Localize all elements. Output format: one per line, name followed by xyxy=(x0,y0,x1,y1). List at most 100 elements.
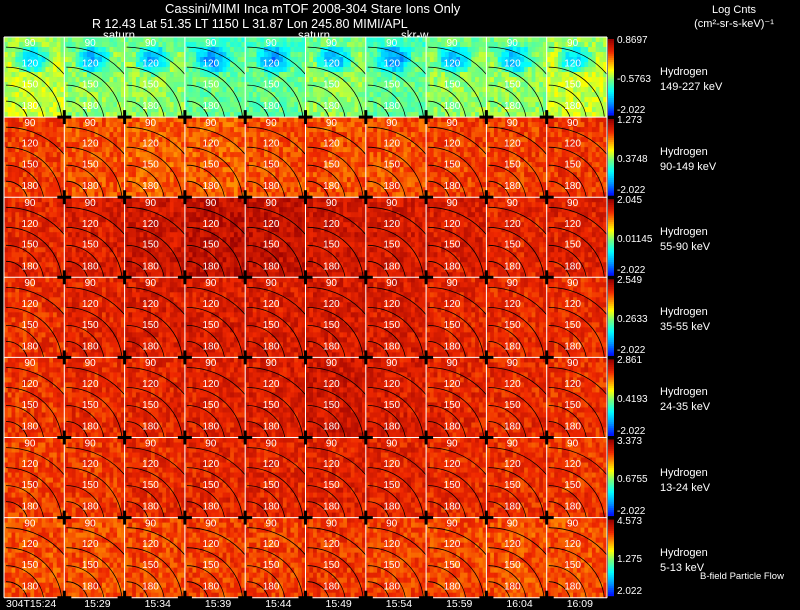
contour-label: 120 xyxy=(323,459,340,470)
contour-label: 150 xyxy=(444,560,461,571)
contour-label: 180 xyxy=(383,502,400,513)
contour-label: 180 xyxy=(383,261,400,272)
contour-label: 150 xyxy=(564,480,581,491)
species-label: Hydrogen xyxy=(660,305,708,319)
contour-label: 180 xyxy=(22,422,39,433)
contour-label: 150 xyxy=(383,160,400,171)
contour-label: 150 xyxy=(82,240,99,251)
contour-label: 120 xyxy=(82,299,99,310)
cross-marker xyxy=(304,190,307,204)
cross-marker xyxy=(183,190,186,204)
contour-label: 120 xyxy=(22,139,39,150)
contour-label: 180 xyxy=(263,341,280,352)
contour-label: 150 xyxy=(444,240,461,251)
contour-label: 150 xyxy=(504,480,521,491)
contour-label: 150 xyxy=(82,80,99,91)
contour-label: 90 xyxy=(205,438,217,449)
contour-label: 120 xyxy=(504,539,521,550)
contour-label: 90 xyxy=(266,518,278,529)
contour-label: 120 xyxy=(323,219,340,230)
contour-label: 150 xyxy=(82,480,99,491)
cross-marker xyxy=(545,511,548,525)
contour-label: 120 xyxy=(383,379,400,390)
contour-label: 120 xyxy=(444,379,461,390)
contour-label: 90 xyxy=(24,38,36,49)
colorbar-max: 1.273 xyxy=(617,115,642,126)
contour-label: 180 xyxy=(323,582,340,593)
contour-label: 120 xyxy=(383,139,400,150)
contour-label: 90 xyxy=(205,358,217,369)
contour-label: 150 xyxy=(22,80,39,91)
contour-label: 120 xyxy=(383,219,400,230)
cross-marker xyxy=(244,270,247,284)
cross-marker xyxy=(63,190,66,204)
contour-label: 120 xyxy=(323,379,340,390)
contour-label: 180 xyxy=(323,341,340,352)
contour-label: 120 xyxy=(22,539,39,550)
cross-marker xyxy=(545,350,548,364)
cross-marker xyxy=(123,431,126,445)
cross-marker xyxy=(364,270,367,284)
cross-marker xyxy=(63,511,66,525)
cross-marker xyxy=(425,110,428,124)
contour-label: 180 xyxy=(82,261,99,272)
contour-label: 150 xyxy=(82,320,99,331)
time-label: 15:44 xyxy=(265,598,291,610)
contour-label: 90 xyxy=(507,38,519,49)
contour-label: 180 xyxy=(383,582,400,593)
contour-label: 120 xyxy=(504,59,521,70)
contour-label: 150 xyxy=(82,560,99,571)
contour-label: 90 xyxy=(507,358,519,369)
contour-label: 90 xyxy=(386,278,398,289)
colorbar-segment xyxy=(608,514,614,516)
contour-label: 150 xyxy=(564,560,581,571)
contour-label: 180 xyxy=(444,181,461,192)
contour-label: 120 xyxy=(22,459,39,470)
contour-label: 120 xyxy=(444,459,461,470)
contour-label: 180 xyxy=(323,101,340,112)
contour-label: 180 xyxy=(444,341,461,352)
contour-label: 90 xyxy=(507,518,519,529)
cross-marker xyxy=(545,591,548,605)
cross-marker xyxy=(304,431,307,445)
contour-label: 150 xyxy=(444,400,461,411)
cross-marker xyxy=(485,190,488,204)
contour-label: 90 xyxy=(326,198,338,209)
contour-label: 180 xyxy=(564,422,581,433)
contour-label: 180 xyxy=(323,181,340,192)
contour-label: 90 xyxy=(85,518,97,529)
contour-label: 150 xyxy=(22,320,39,331)
contour-label: 90 xyxy=(446,278,458,289)
contour-label: 120 xyxy=(263,59,280,70)
contour-label: 90 xyxy=(567,278,579,289)
contour-label: 150 xyxy=(142,400,159,411)
time-label: 15:29 xyxy=(84,598,110,610)
contour-label: 150 xyxy=(323,560,340,571)
contour-label: 90 xyxy=(446,438,458,449)
contour-label: 180 xyxy=(142,261,159,272)
contour-label: 180 xyxy=(504,261,521,272)
contour-label: 120 xyxy=(504,379,521,390)
contour-label: 150 xyxy=(564,320,581,331)
contour-label: 120 xyxy=(22,219,39,230)
contour-label: 150 xyxy=(323,480,340,491)
contour-label: 150 xyxy=(22,240,39,251)
contour-label: 180 xyxy=(202,422,219,433)
cross-marker xyxy=(183,591,186,605)
contour-label: 180 xyxy=(82,422,99,433)
contour-label: 150 xyxy=(444,80,461,91)
cross-marker xyxy=(63,270,66,284)
contour-label: 150 xyxy=(142,160,159,171)
contour-label: 150 xyxy=(383,80,400,91)
contour-label: 180 xyxy=(444,422,461,433)
contour-label: 90 xyxy=(24,358,36,369)
contour-label: 90 xyxy=(326,358,338,369)
contour-label: 150 xyxy=(444,480,461,491)
contour-label: 90 xyxy=(205,198,217,209)
contour-label: 90 xyxy=(205,38,217,49)
contour-label: 90 xyxy=(326,278,338,289)
species-label: Hydrogen xyxy=(660,385,708,399)
contour-label: 150 xyxy=(504,160,521,171)
contour-label: 150 xyxy=(202,240,219,251)
contour-label: 120 xyxy=(263,379,280,390)
